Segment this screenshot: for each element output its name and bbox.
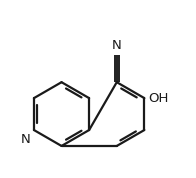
Text: N: N [112, 39, 122, 52]
Text: OH: OH [148, 92, 169, 105]
Text: N: N [21, 133, 31, 146]
